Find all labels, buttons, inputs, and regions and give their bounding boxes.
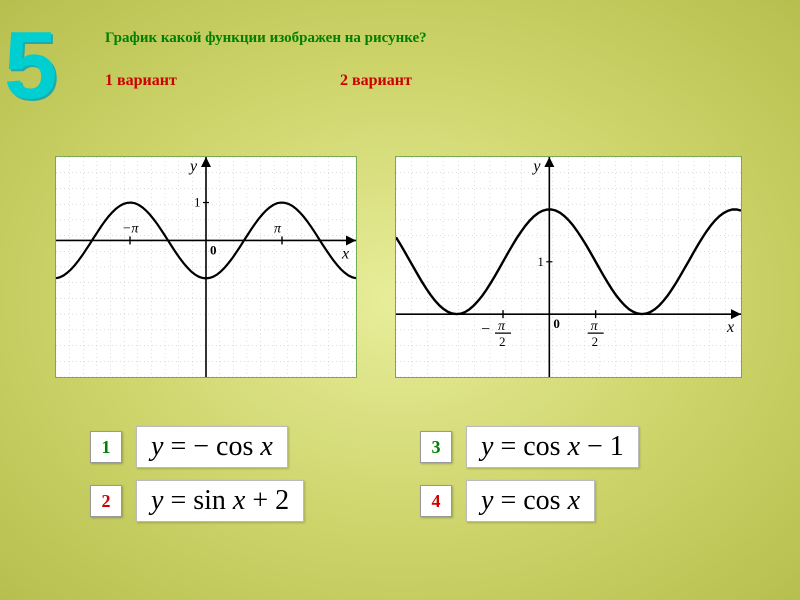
- graph-2-svg: yx10−π2π2: [396, 157, 741, 377]
- svg-text:1: 1: [537, 254, 544, 269]
- graph-panel-2: yx10−π2π2: [395, 156, 742, 378]
- answer-3: 3 y = cos x − 1: [420, 420, 720, 474]
- svg-text:π: π: [498, 319, 506, 334]
- svg-text:−: −: [481, 321, 490, 338]
- answer-4-badge: 4: [420, 485, 452, 517]
- svg-text:2: 2: [592, 334, 599, 349]
- answer-1-eq: y = − cos x: [136, 426, 288, 468]
- answer-4-eq: y = cos x: [466, 480, 595, 522]
- svg-text:2: 2: [499, 334, 506, 349]
- answer-2: 2 y = sin x + 2: [90, 474, 390, 528]
- svg-text:−π: −π: [122, 221, 139, 236]
- svg-text:0: 0: [210, 242, 217, 257]
- answer-4: 4 y = cos x: [420, 474, 720, 528]
- variant-1-label: 1 вариант: [105, 72, 177, 90]
- answer-3-eq: y = cos x − 1: [466, 426, 639, 468]
- answer-2-badge: 2: [90, 485, 122, 517]
- answer-1-badge: 1: [90, 431, 122, 463]
- svg-text:π: π: [274, 221, 282, 236]
- svg-text:x: x: [341, 245, 349, 262]
- slide-number: 5: [4, 28, 57, 105]
- variant-2-label: 2 вариант: [340, 72, 412, 90]
- answer-3-badge: 3: [420, 431, 452, 463]
- svg-text:π: π: [591, 319, 599, 334]
- answer-1: 1 y = − cos x: [90, 420, 390, 474]
- graph-panel-1: y x 1 0 −π π: [55, 156, 357, 378]
- svg-text:y: y: [188, 158, 198, 175]
- svg-text:y: y: [531, 158, 541, 175]
- svg-text:0: 0: [553, 316, 560, 331]
- svg-text:x: x: [726, 319, 734, 336]
- answers-block: 1 y = − cos x 2 y = sin x + 2 3 y = cos …: [90, 420, 770, 528]
- question-text: График какой функции изображен на рисунк…: [105, 30, 427, 47]
- graph-1-svg: y x 1 0 −π π: [56, 157, 356, 377]
- answer-2-eq: y = sin x + 2: [136, 480, 304, 522]
- svg-text:1: 1: [194, 195, 201, 210]
